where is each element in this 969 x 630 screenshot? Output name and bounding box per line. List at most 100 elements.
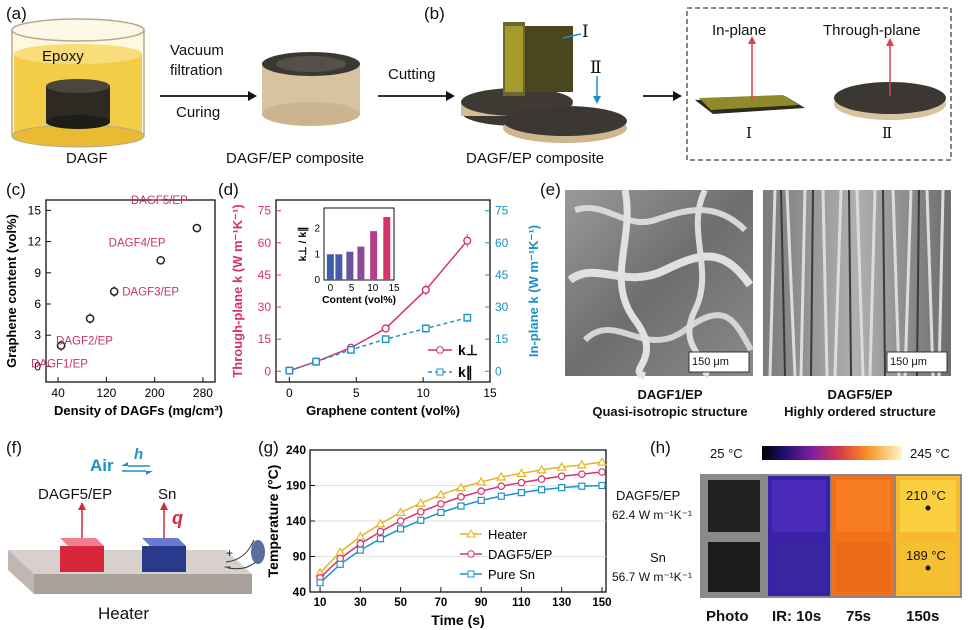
block-label-sn: Sn [158,486,177,503]
y-axis-label: Graphene content (vol%) [4,214,19,368]
y-tick-label: 90 [293,550,307,564]
legend-marker [436,346,444,354]
data-point [463,236,472,245]
x-tick-label: 110 [512,597,531,609]
curing-label: Curing [176,104,221,121]
sem-right-subtitle: Highly ordered structure [784,404,936,419]
x-tick-label: 90 [475,597,488,609]
data-point [537,486,546,494]
temp1-label: 210 °C [906,488,946,503]
scale-max-label: 245 °C [910,446,950,461]
filtration-label: filtration [170,62,223,79]
y-tick-label-right: 30 [495,300,509,314]
point-label: DAGF4/EP [109,237,166,249]
data-point [56,341,66,350]
inset-bar [335,254,343,280]
y-tick-label: 240 [286,443,306,457]
x-axis-label: Time (s) [431,612,484,628]
temp2-label: 189 °C [906,548,946,563]
roman-I: Ⅰ [746,124,752,142]
data-point [421,285,430,295]
x-tick-label: 0 [286,386,293,400]
panel-label-h: (h) [650,438,671,457]
colorbar [762,446,902,460]
panel-b-schematic [461,7,952,161]
legend-label: Pure Sn [488,567,535,582]
panel-e-images [565,190,951,380]
inplane-label: In-plane [712,22,767,39]
col-label-ir10: IR: 10s [772,608,822,625]
legend-marker [436,368,444,376]
y-tick-label: 3 [34,328,41,342]
legend-label: DAGF5/EP [488,547,552,562]
data-point [576,459,587,469]
data-point [457,502,465,510]
data-point [416,507,425,516]
data-point [435,489,446,499]
inset-x-tick-label: 10 [367,283,379,294]
y-axis-label: Temperature (°C) [265,465,281,578]
panel-label-g: (g) [258,438,279,457]
y-tick-label: 140 [286,514,306,528]
inset-x-tick-label: 5 [349,283,355,294]
panel-a-schematic [11,18,455,148]
plot-frame [45,199,216,383]
col-label-150s: 150s [906,608,940,625]
data-point [536,464,547,474]
point-label: DAGF2/EP [56,336,113,348]
col-label-75s: 75s [846,608,872,625]
y-tick-label: 9 [34,266,41,280]
y-tick-label-left: 15 [258,332,272,346]
y-tick-label: 40 [293,585,307,599]
plus-sign: + [226,546,234,560]
x-tick-label: 10 [314,597,327,609]
data-point [476,476,487,486]
series-line [289,317,468,372]
data-point [375,518,386,528]
panel-label-a: (a) [6,4,27,23]
data-point [421,324,430,333]
scale-bar-right: 150 μm [890,356,927,368]
data-point [417,516,425,524]
heater-label: Heater [98,604,150,623]
panel-label-f: (f) [6,438,23,457]
data-point [517,488,526,497]
q-label: q [172,508,183,528]
data-point [558,484,566,492]
data-point [497,482,506,491]
point-label: DAGF5/EP [131,195,188,207]
y-tick-label: 0 [34,359,41,373]
data-point [356,546,364,554]
dagf-label: DAGF [66,150,108,167]
y-axis-label-right: In-plane k (W m⁻¹K⁻¹) [526,225,541,357]
data-point [396,517,405,525]
cutting-label: Cutting [388,66,436,83]
y-tick-label-left: 30 [258,300,272,314]
x-tick-label: 5 [353,386,360,400]
legend-label: Heater [488,527,528,542]
x-tick-label: 280 [193,386,213,400]
data-point [596,456,608,466]
data-point [477,496,485,505]
sem-image-right [763,190,951,377]
y-tick-label-left: 0 [264,364,271,378]
data-point [537,475,546,483]
row2-value: 56.7 W m⁻¹K⁻¹ [612,570,693,584]
inset-bar [326,254,334,280]
inset-y-tick-label: 1 [314,249,320,260]
data-point [312,357,321,366]
data-point [336,560,344,568]
marker-I: Ⅰ [582,22,589,42]
x-tick-label: 50 [394,597,407,609]
data-point [192,223,202,233]
air-label: Air [90,456,114,475]
block-label-dagf: DAGF5/EP [38,486,113,503]
y-tick-label-left: 45 [258,268,272,282]
y-tick-label-right: 15 [495,332,509,346]
panel-h-images [700,446,962,598]
sn-block [142,538,186,572]
scale-bar-left: 150 μm [692,356,729,368]
data-point [457,493,465,501]
x-tick-label: 40 [51,386,65,400]
